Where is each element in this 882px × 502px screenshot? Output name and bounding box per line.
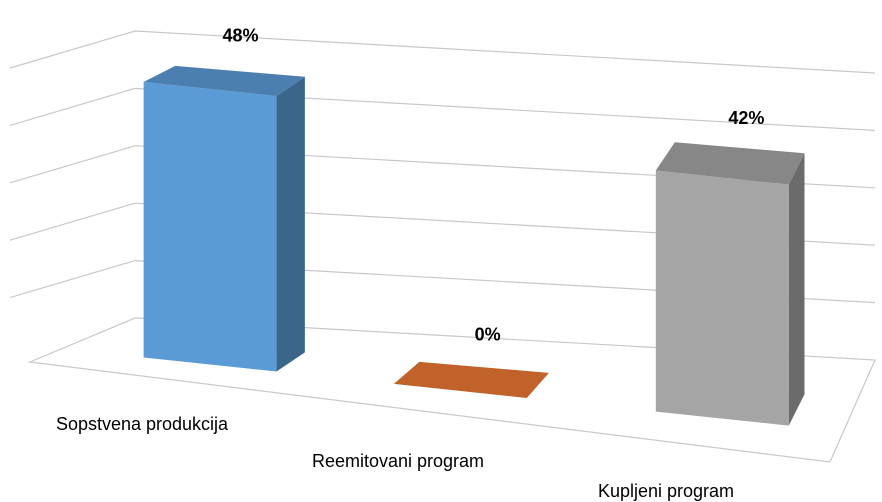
grid-line: [9, 202, 876, 246]
grid-line: [9, 87, 876, 131]
value-label: 0%: [475, 324, 501, 344]
grid-line: [9, 145, 876, 189]
bar-front: [655, 170, 789, 426]
bar-top: [655, 142, 805, 185]
bar-side: [788, 153, 805, 426]
grid-line: [9, 259, 876, 304]
x-tick-label: Kupljeni program: [598, 481, 734, 501]
floor: [27, 317, 876, 463]
bar-front: [143, 81, 277, 372]
x-tick-label: Reemitovani program: [312, 451, 484, 471]
bar-side: [276, 76, 305, 372]
grid-line: [9, 30, 876, 74]
bar-top: [143, 65, 305, 96]
bar-top: [393, 361, 549, 398]
x-tick-label: Sopstvena produkcija: [56, 414, 229, 434]
value-label: 42%: [728, 108, 764, 128]
value-label: 48%: [222, 25, 258, 45]
